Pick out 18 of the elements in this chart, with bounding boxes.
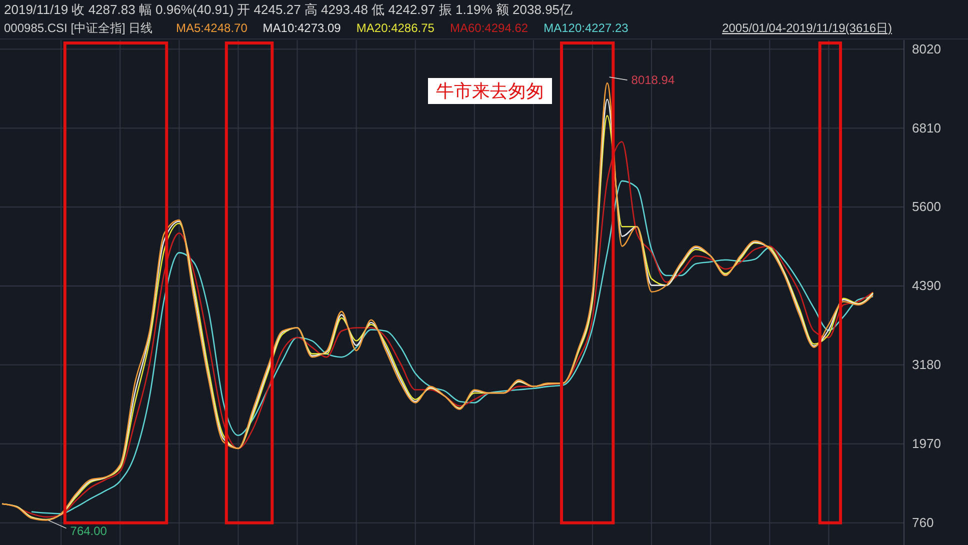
text: 2005/01/04-2019/11/19(3616日): [722, 21, 892, 35]
annotation: 8018.94: [631, 73, 675, 88]
text: 2019/11/19 收 4287.83 幅 0.96%(40.91) 开 4245.27 高 4293.48 低 4242.97 振 1.19% 额 2038.95亿: [4, 2, 573, 17]
y-tick-label: 760: [912, 514, 934, 530]
y-tick-label: 8020: [912, 41, 941, 56]
text: MA60:4294.62: [450, 21, 528, 35]
y-tick-label: 1970: [912, 436, 941, 452]
text: MA20:4286.75: [356, 21, 435, 35]
text: 000985.CSI [中证全指] 日线: [4, 21, 153, 35]
text: MA120:4227.23: [544, 21, 629, 35]
y-tick-label: 4390: [912, 278, 941, 294]
y-tick-label: 6810: [912, 120, 941, 136]
annotation: 764.00: [70, 524, 108, 538]
text: MA10:4273.09: [262, 21, 342, 35]
y-tick-label: 5600: [912, 199, 941, 214]
text: MA5:4248.70: [176, 21, 248, 35]
annotation: 牛市来去匆匆: [436, 81, 544, 102]
y-tick-label: 3180: [912, 357, 941, 372]
